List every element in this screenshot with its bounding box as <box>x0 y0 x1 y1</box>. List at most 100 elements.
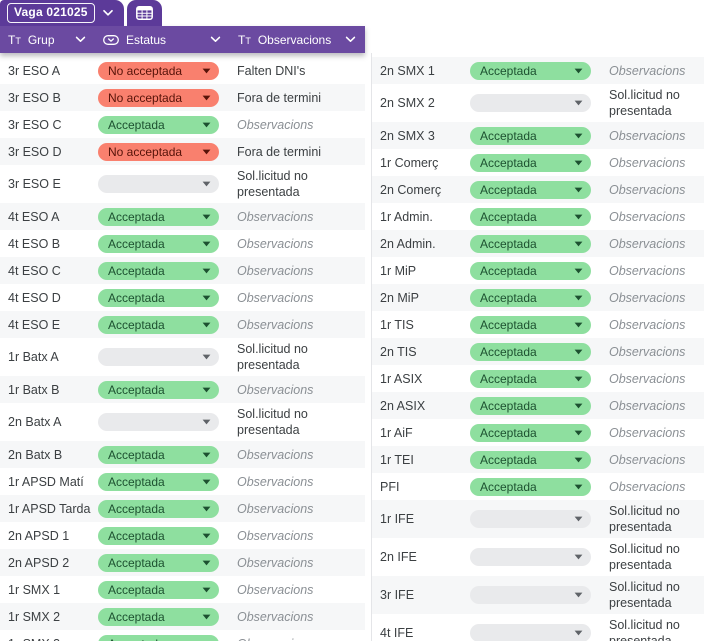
group-cell[interactable]: 2n SMX 1 <box>380 63 435 78</box>
observation-cell[interactable]: Observacions <box>237 582 314 597</box>
observation-cell[interactable]: Observacions <box>237 382 314 397</box>
observation-cell[interactable]: Fora de termini <box>237 90 322 105</box>
group-cell[interactable]: 4t ESO B <box>8 236 61 251</box>
status-chip[interactable] <box>470 94 591 112</box>
status-chip[interactable]: Acceptada <box>98 207 219 226</box>
observation-cell[interactable]: Observacions <box>609 479 686 494</box>
chevron-down-icon[interactable] <box>75 36 86 43</box>
group-cell[interactable]: 1r ASIX <box>380 371 423 386</box>
observation-cell[interactable]: Observacions <box>237 117 314 132</box>
observation-cell[interactable]: Observacions <box>228 634 365 641</box>
group-cell[interactable]: 1r SMX 2 <box>8 609 61 624</box>
observation-cell[interactable]: Observacions <box>237 447 314 462</box>
status-chip[interactable]: Acceptada <box>470 288 591 307</box>
observation-cell[interactable]: Observacions <box>237 209 314 224</box>
status-chip[interactable]: Acceptada <box>98 499 219 518</box>
observation-cell[interactable]: Observacions <box>237 609 314 624</box>
group-cell[interactable]: 1r MiP <box>380 263 417 278</box>
status-chip[interactable]: Acceptada <box>98 445 219 464</box>
observation-cell[interactable]: Sol.licitud no presentada <box>237 342 308 372</box>
sheet-tab-grid-view[interactable] <box>126 0 162 26</box>
group-cell[interactable]: 1r TIS <box>380 317 414 332</box>
group-cell[interactable]: 1r TEI <box>380 452 414 467</box>
group-cell[interactable]: 3r IFE <box>380 588 415 602</box>
status-chip[interactable]: Acceptada <box>470 369 591 388</box>
status-chip[interactable]: Acceptada <box>98 580 219 599</box>
status-chip[interactable]: No acceptada <box>98 61 219 80</box>
observation-cell[interactable]: Observacions <box>237 474 314 489</box>
observation-cell[interactable]: Observacions <box>609 155 686 170</box>
group-cell[interactable]: 1r Comerç <box>380 155 439 170</box>
status-chip[interactable]: Acceptada <box>98 380 219 399</box>
status-chip[interactable] <box>470 586 591 604</box>
group-cell[interactable]: 1r Batx A <box>8 350 59 364</box>
observation-cell[interactable]: Sol.licitud no presentada <box>609 504 680 534</box>
status-chip[interactable]: No acceptada <box>98 88 219 107</box>
group-cell[interactable]: 2n MiP <box>380 290 419 305</box>
group-cell[interactable]: 3r ESO A <box>8 63 61 78</box>
status-chip[interactable] <box>98 413 219 431</box>
group-cell[interactable]: 2n Admin. <box>380 236 436 251</box>
group-cell[interactable]: PFI <box>380 479 400 494</box>
chevron-down-icon[interactable] <box>345 36 356 43</box>
observation-cell[interactable]: Observacions <box>609 452 686 467</box>
column-header-estatus[interactable]: Estatus <box>95 26 230 53</box>
status-chip[interactable] <box>98 175 219 193</box>
observation-cell[interactable]: Sol.licitud no presentada <box>237 169 308 199</box>
group-cell[interactable]: 4t ESO D <box>8 290 61 305</box>
group-cell[interactable]: 1r SMX 3 <box>0 637 98 641</box>
column-header-observacions[interactable]: TT Observacions <box>230 26 365 53</box>
status-chip[interactable]: Acceptada <box>98 526 219 545</box>
chevron-down-icon[interactable] <box>102 9 114 17</box>
group-cell[interactable]: 1r Admin. <box>380 209 433 224</box>
observation-cell[interactable]: Observacions <box>237 236 314 251</box>
observation-cell[interactable]: Observacions <box>609 263 686 278</box>
group-cell[interactable]: 2n SMX 2 <box>380 96 435 110</box>
group-cell[interactable]: 3r ESO C <box>8 117 62 132</box>
status-chip[interactable]: Acceptada <box>470 234 591 253</box>
group-cell[interactable]: 2n Comerç <box>380 182 442 197</box>
status-chip[interactable] <box>470 510 591 528</box>
group-cell[interactable]: 1r SMX 1 <box>8 582 61 597</box>
status-chip[interactable]: Acceptada <box>470 315 591 334</box>
group-cell[interactable]: 2n APSD 2 <box>8 555 70 570</box>
status-chip[interactable]: Acceptada <box>470 180 591 199</box>
observation-cell[interactable]: Sol.licitud no presentada <box>237 407 308 437</box>
status-chip[interactable]: Acceptada <box>98 234 219 253</box>
observation-cell[interactable]: Observacions <box>237 263 314 278</box>
group-cell[interactable]: 2n SMX 3 <box>380 128 435 143</box>
status-chip[interactable] <box>470 548 591 566</box>
status-chip[interactable]: Acceptada <box>98 115 219 134</box>
group-cell[interactable]: 3r ESO B <box>8 90 61 105</box>
status-chip[interactable]: No acceptada <box>98 142 219 161</box>
group-cell[interactable]: 4t ESO E <box>8 317 61 332</box>
status-chip[interactable]: Acceptada <box>98 288 219 307</box>
observation-cell[interactable]: Observacions <box>237 501 314 516</box>
group-cell[interactable]: 2n IFE <box>380 550 417 564</box>
group-cell[interactable]: 1r AiF <box>380 425 413 440</box>
status-chip[interactable]: Acceptada <box>470 477 591 496</box>
status-chip[interactable]: Acceptada <box>98 472 219 491</box>
observation-cell[interactable]: Observacions <box>609 344 686 359</box>
status-chip[interactable]: Acceptada <box>98 261 219 280</box>
observation-cell[interactable]: Sol.licitud no presentada <box>609 580 680 610</box>
observation-cell[interactable]: Observacions <box>237 528 314 543</box>
status-chip[interactable]: Acceptada <box>98 553 219 572</box>
status-chip[interactable] <box>98 348 219 366</box>
status-chip[interactable]: Acceptada <box>470 396 591 415</box>
status-chip[interactable]: Acceptada <box>470 207 591 226</box>
observation-cell[interactable]: Observacions <box>609 182 686 197</box>
group-cell[interactable]: 3r ESO E <box>8 177 61 191</box>
observation-cell[interactable]: Sol.licitud no presentada <box>609 88 680 118</box>
status-chip[interactable]: Acceptada <box>470 126 591 145</box>
group-cell[interactable]: 2n APSD 1 <box>8 528 70 543</box>
observation-cell[interactable]: Observacions <box>609 236 686 251</box>
chevron-down-icon[interactable] <box>210 36 221 43</box>
observation-cell[interactable]: Fora de termini <box>237 144 322 159</box>
group-cell[interactable]: 2n TIS <box>380 344 417 359</box>
status-chip[interactable]: Acceptada <box>470 61 591 80</box>
sheet-tab-name[interactable]: Vaga 021025 <box>7 3 95 23</box>
observation-cell[interactable]: Observacions <box>609 371 686 386</box>
status-chip[interactable]: Acceptada <box>98 634 219 641</box>
group-cell[interactable]: 4t IFE <box>380 626 414 640</box>
